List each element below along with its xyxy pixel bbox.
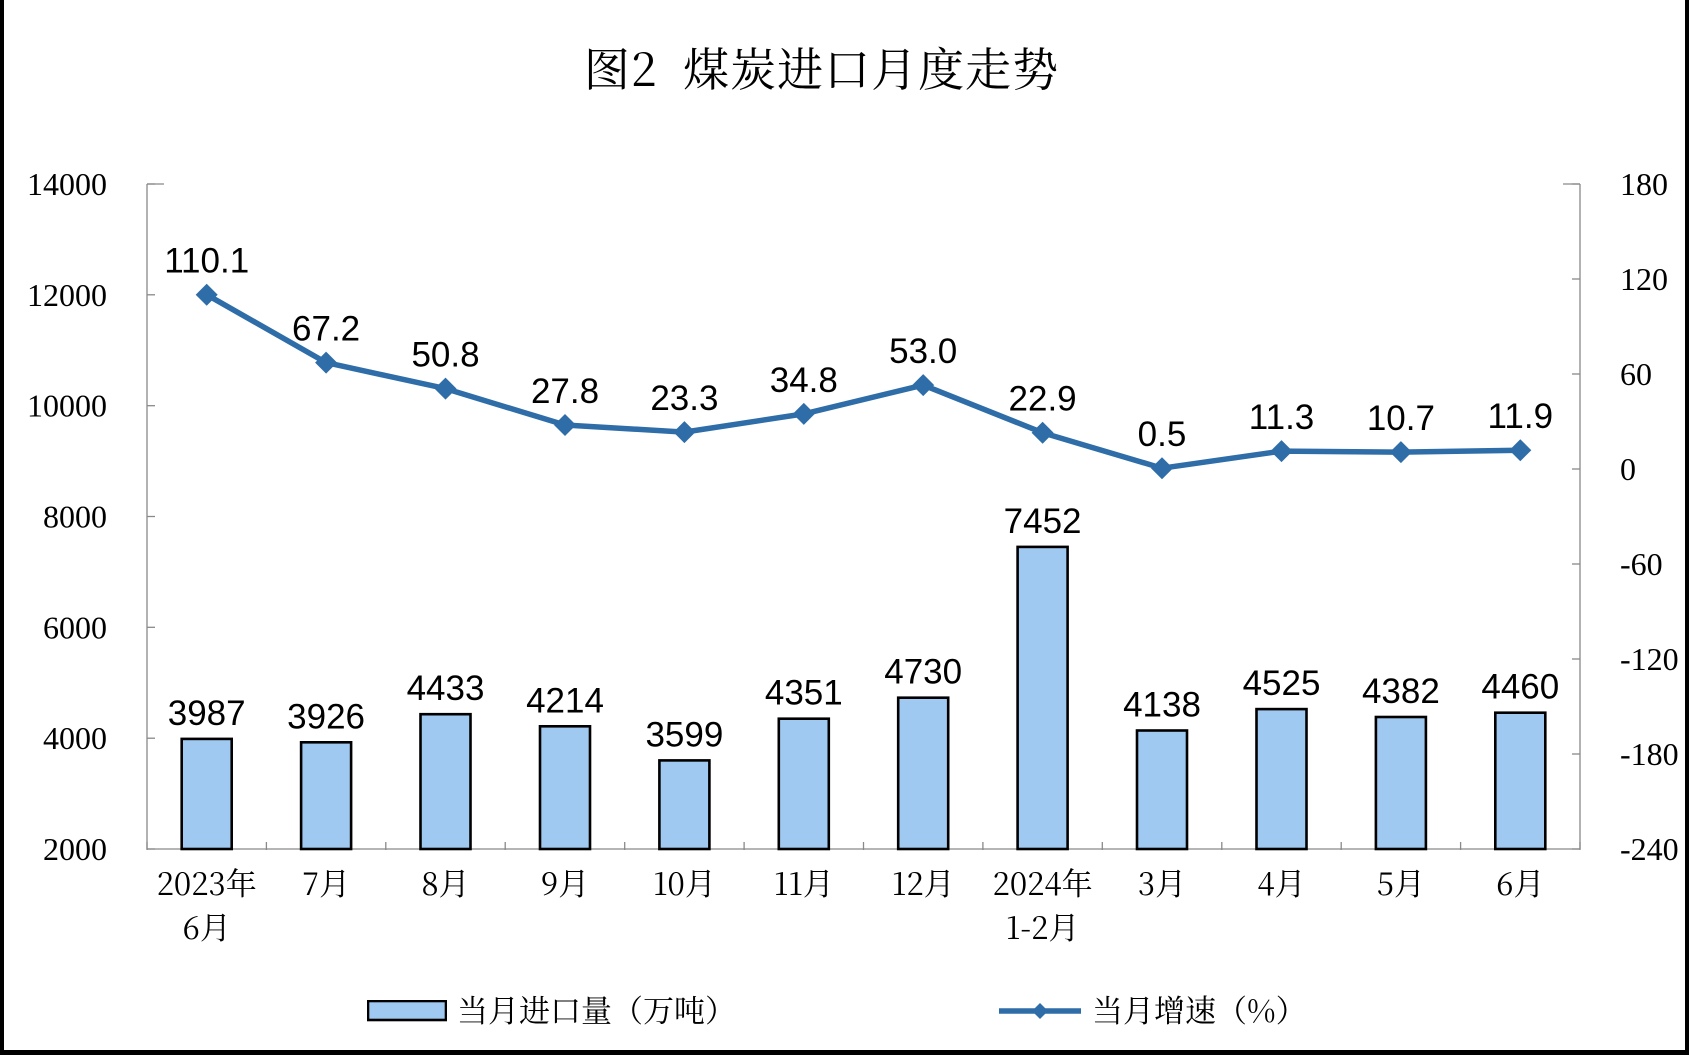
svg-text:12月: 12月 — [892, 859, 955, 904]
svg-text:67.2: 67.2 — [292, 310, 360, 349]
svg-text:110.1: 110.1 — [164, 242, 249, 281]
svg-text:2024年: 2024年 — [993, 859, 1093, 904]
svg-text:5月: 5月 — [1377, 859, 1425, 904]
svg-text:0: 0 — [1620, 451, 1636, 487]
svg-text:120: 120 — [1620, 261, 1668, 297]
svg-text:4382: 4382 — [1362, 672, 1440, 711]
svg-text:4351: 4351 — [765, 674, 843, 713]
svg-text:12000: 12000 — [27, 277, 107, 313]
svg-text:-120: -120 — [1620, 641, 1679, 677]
svg-text:8月: 8月 — [421, 859, 469, 904]
svg-text:6月: 6月 — [1496, 859, 1544, 904]
svg-text:11月: 11月 — [774, 859, 834, 904]
svg-text:4460: 4460 — [1481, 668, 1559, 707]
svg-text:3599: 3599 — [645, 715, 723, 754]
svg-text:27.8: 27.8 — [531, 372, 599, 411]
svg-text:9月: 9月 — [541, 859, 589, 904]
svg-text:4000: 4000 — [43, 720, 107, 756]
svg-text:34.8: 34.8 — [770, 361, 838, 400]
svg-text:4月: 4月 — [1257, 859, 1305, 904]
svg-text:-60: -60 — [1620, 546, 1663, 582]
svg-text:22.9: 22.9 — [1009, 380, 1077, 419]
svg-text:53.0: 53.0 — [889, 332, 957, 371]
svg-text:0.5: 0.5 — [1138, 415, 1187, 454]
svg-text:-180: -180 — [1620, 736, 1679, 772]
svg-text:11.9: 11.9 — [1488, 397, 1554, 436]
svg-text:50.8: 50.8 — [411, 336, 479, 375]
svg-text:2000: 2000 — [43, 831, 107, 867]
svg-text:6000: 6000 — [43, 609, 107, 645]
svg-text:1-2月: 1-2月 — [1006, 903, 1080, 948]
svg-text:2023年: 2023年 — [157, 859, 257, 904]
svg-text:10.7: 10.7 — [1367, 399, 1435, 438]
svg-text:4138: 4138 — [1123, 686, 1201, 725]
svg-text:8000: 8000 — [43, 499, 107, 535]
svg-text:14000: 14000 — [27, 166, 107, 202]
svg-text:3987: 3987 — [168, 694, 246, 733]
svg-text:23.3: 23.3 — [650, 379, 718, 418]
svg-text:-240: -240 — [1620, 831, 1679, 867]
svg-text:3月: 3月 — [1138, 859, 1186, 904]
svg-text:60: 60 — [1620, 356, 1652, 392]
svg-text:6月: 6月 — [183, 903, 231, 948]
svg-text:10000: 10000 — [27, 388, 107, 424]
svg-text:4730: 4730 — [884, 653, 962, 692]
svg-text:7月: 7月 — [302, 859, 350, 904]
svg-text:3926: 3926 — [287, 697, 365, 736]
svg-text:7452: 7452 — [1004, 502, 1082, 541]
svg-text:180: 180 — [1620, 166, 1668, 202]
svg-text:4214: 4214 — [526, 681, 604, 720]
svg-text:4433: 4433 — [407, 669, 485, 708]
svg-text:10月: 10月 — [653, 859, 716, 904]
svg-text:4525: 4525 — [1243, 664, 1321, 703]
svg-text:11.3: 11.3 — [1249, 398, 1315, 437]
